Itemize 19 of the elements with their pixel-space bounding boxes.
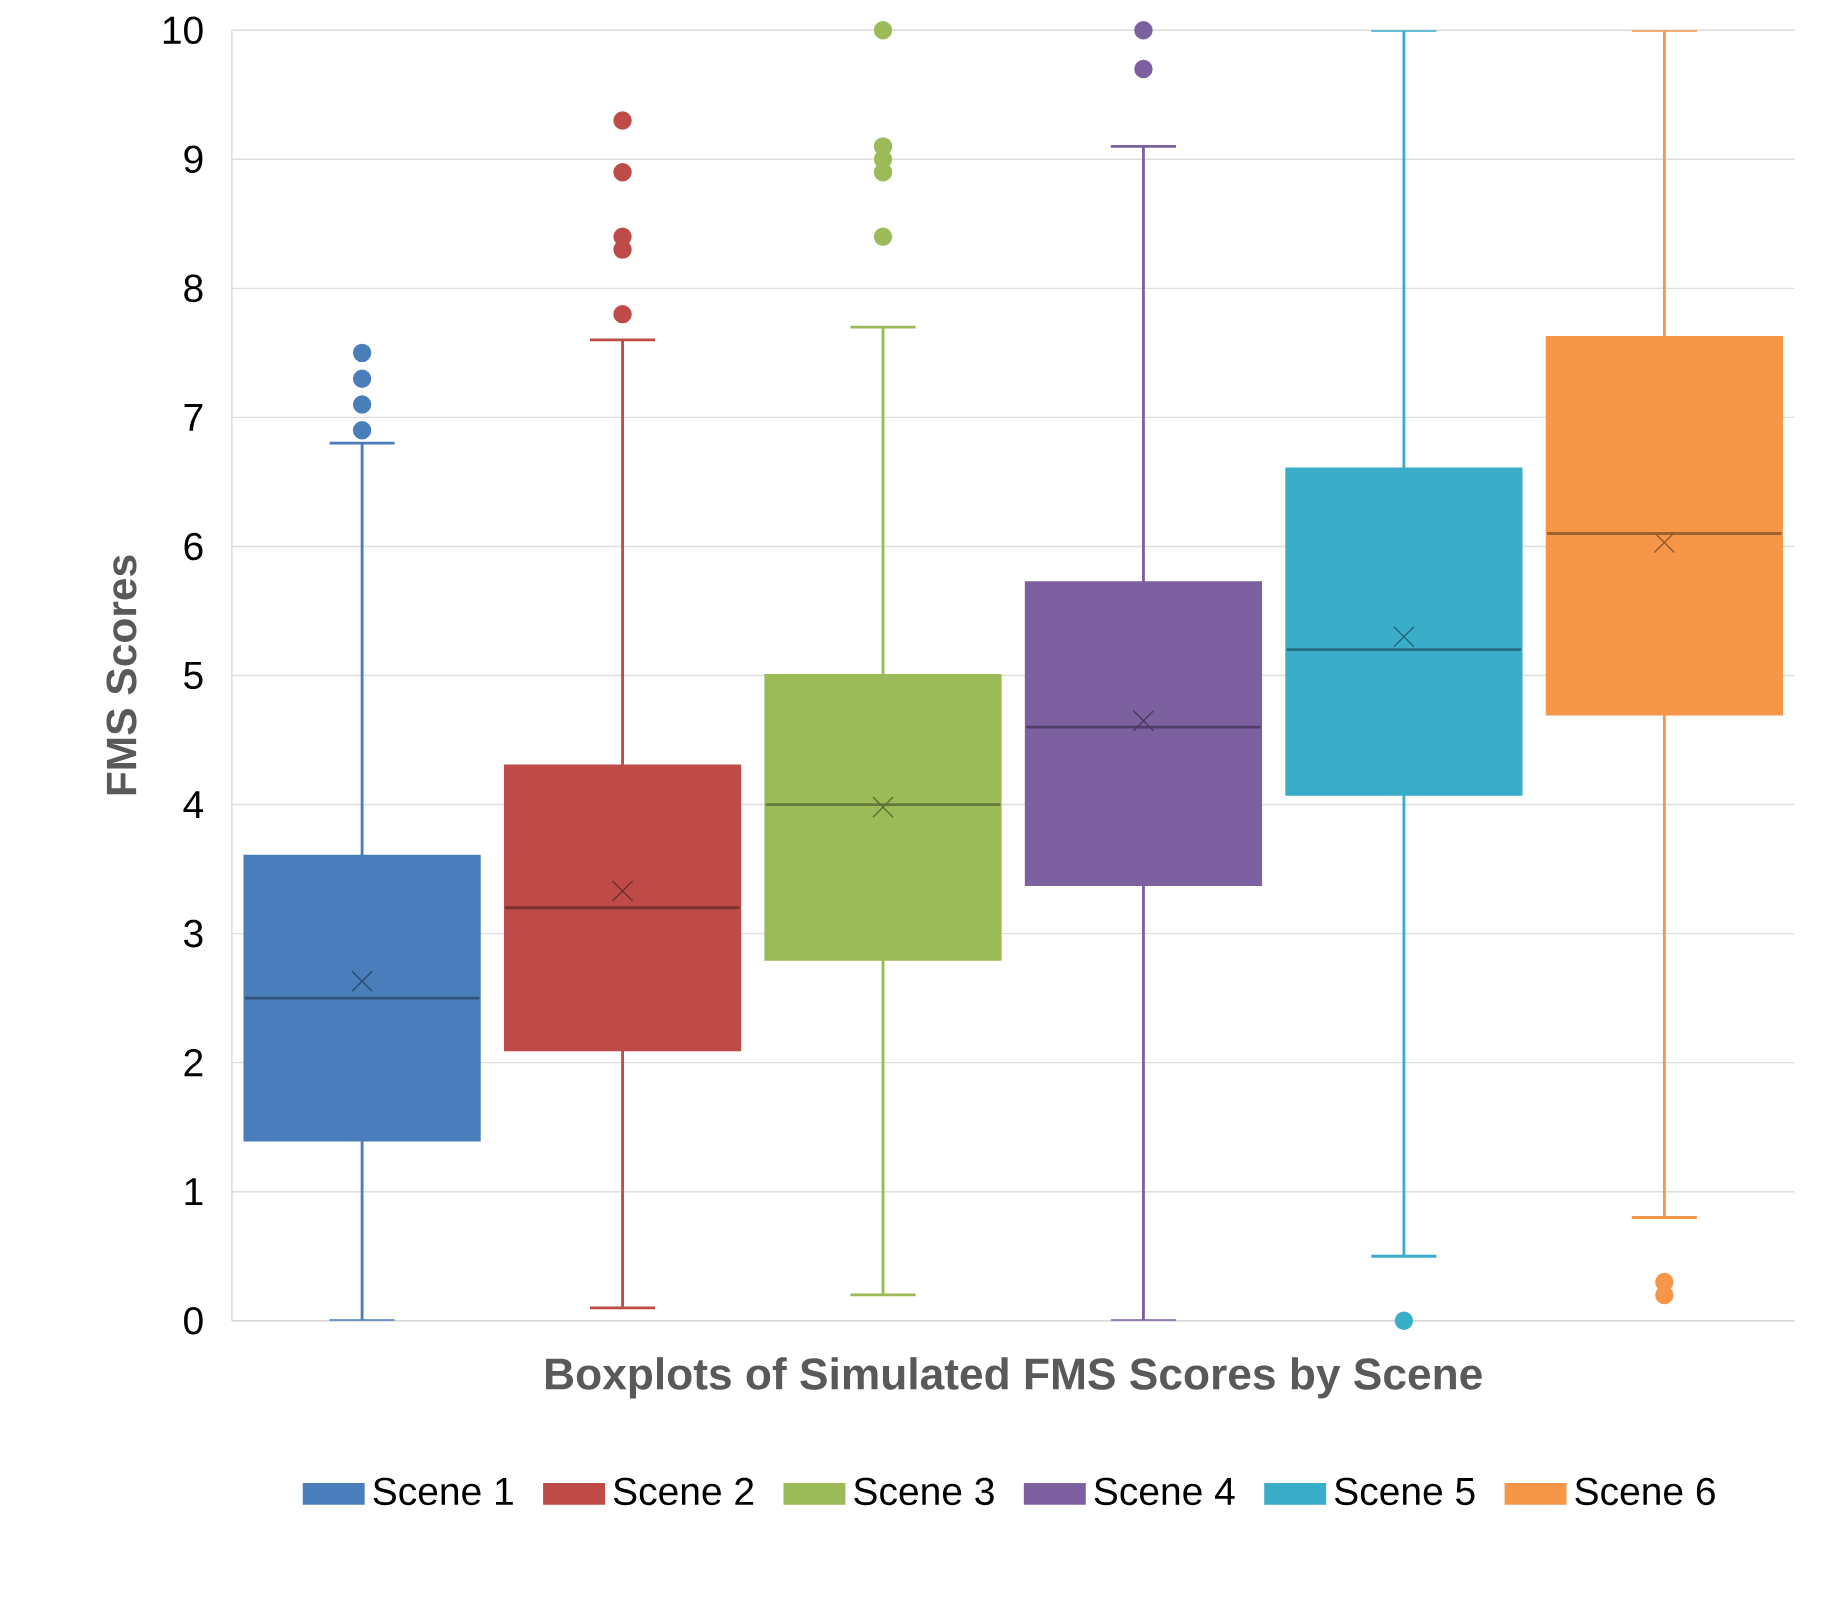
y-tick-label: 4 [183,791,204,818]
legend-label: Scene 2 [613,1477,754,1506]
y-tick-label: 8 [184,274,203,303]
y-tick-label: 9 [184,145,203,173]
legend-label: Scene 5 [1334,1477,1475,1506]
text: Boxplots of Simulated FMS Scores by Scene [546,1357,1482,1399]
y-tick-label: 0 [184,1306,203,1335]
legend-label: Scene 1 [373,1477,513,1506]
y-tick-label: 5 [184,661,203,690]
y-tick-label: 2 [184,1048,203,1077]
legend-label: Scene 3 [854,1477,994,1506]
legend-label: Scene 6 [1575,1477,1715,1506]
legend-label: Scene 4 [1094,1477,1235,1506]
y-tick-label: 6 [184,532,203,561]
y-tick-label: 10 [163,16,203,44]
y-tick-label: 3 [184,919,203,948]
y-tick-label: 1 [185,1178,203,1206]
y-axis-title: FMS Scores [106,555,137,795]
y-tick-label: 7 [184,403,203,431]
